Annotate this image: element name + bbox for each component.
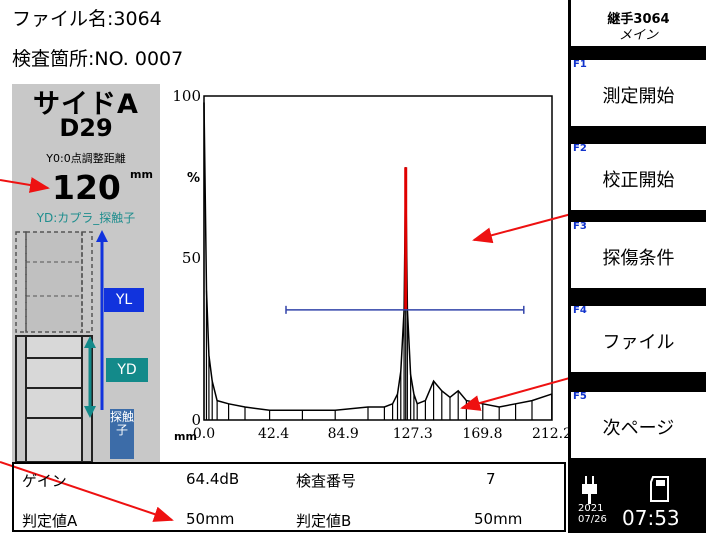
y0-label: Y0:0点調整距離 [46,152,126,165]
f5-key-number: F5 [573,391,587,402]
y-tick-label: 0 [191,411,201,429]
x-tick-label: 169.8 [462,426,502,442]
date-year: 2021 [578,503,604,514]
f2-key-number: F2 [573,143,587,154]
mode-label: メイン [618,28,658,43]
f1-key-number: F1 [573,59,587,70]
bar-size: D29 [59,114,113,142]
f2-start-calibration-button[interactable]: F2 校正開始 [571,143,706,210]
f5-next-page-button[interactable]: F5 次ページ [571,391,706,458]
gain-label: ゲイン [22,472,67,490]
f4-key-label: ファイル [602,332,675,353]
a-scope-chart: 0 50 100% 0.0 42.4 84.9 127.3 169.8 212.2 mm [172,87,568,443]
x-tick-label: 0.0 [193,426,215,442]
file-name-label: ファイル名:3064 [12,8,162,30]
chart-axes [203,95,553,421]
mode-header: 継手3064 メイン [571,0,706,46]
model-label: 継手3064 [607,12,670,27]
chart-labels: 0 50 100% 0.0 42.4 84.9 127.3 169.8 212.2 mm [172,87,568,443]
date-month-day: 07/26 [578,514,607,525]
inspection-number-value: 7 [486,470,496,488]
f5-key-label: 次ページ [602,418,675,439]
f4-file-button[interactable]: F4 ファイル [571,305,706,372]
f3-inspection-conditions-button[interactable]: F3 探傷条件 [571,221,706,288]
f3-key-number: F3 [573,221,587,232]
f4-key-number: F4 [573,305,587,316]
threshold-b-label: 判定値B [296,512,352,530]
threshold-a-value: 50mm [186,510,235,528]
x-tick-label: 127.3 [393,426,433,442]
gain-value: 64.4dB [186,470,240,488]
yl-tag: YL [104,288,144,312]
x-tick-label: 212.2 [532,426,568,442]
y-tick-label: 50 [182,249,201,267]
yd-description: YD:カプラ_探触子 [36,211,136,225]
power-plug-icon [582,476,597,504]
f2-key-label: 校正開始 [602,170,675,191]
side-info-panel: サイドA D29 Y0:0点調整距離 120 mm YD:カプラ_探触子 YL … [12,84,160,462]
zero-adjust-distance: 120 [52,168,121,207]
rebar-diagram [15,230,108,462]
inspection-number-label: 検査番号 [296,472,357,490]
x-tick-label: 84.9 [328,426,359,442]
inspection-location-label: 検査箇所:NO. 0007 [12,48,184,70]
plot-frame [203,95,553,421]
yd-tag: YD [106,358,148,382]
x-tick-label: 42.4 [258,426,289,442]
f3-key-label: 探傷条件 [602,248,675,269]
sd-card-icon [650,476,669,502]
probe-tag: 探触子 [110,409,134,459]
f1-key-label: 測定開始 [602,86,675,107]
f1-start-measure-button[interactable]: F1 測定開始 [571,59,706,126]
distance-unit: mm [130,168,153,181]
side-title: サイドA [33,89,139,120]
threshold-b-value: 50mm [474,510,523,528]
y-tick-label: 100 [172,87,201,105]
status-bar: 2021 07/26 07:53 [568,462,706,533]
x-unit-label: mm [174,430,197,443]
y-unit-label: % [187,171,200,186]
measurement-footer: ゲイン 64.4dB 検査番号 7 判定値A 50mm 判定値B 50mm [12,462,566,532]
clock-time: 07:53 [622,506,680,530]
threshold-a-label: 判定値A [22,512,78,530]
